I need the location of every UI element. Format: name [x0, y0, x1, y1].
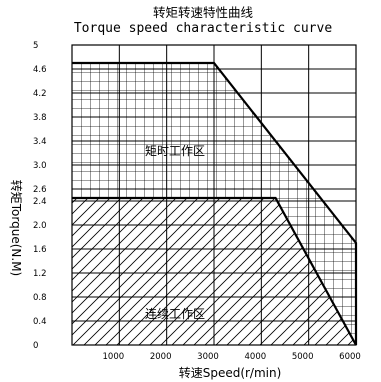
y-tick-label: 4.6: [33, 65, 47, 75]
x-tick-label: 4000: [245, 352, 267, 362]
y-tick-label: 1.2: [33, 269, 47, 279]
y-tick-label: 3.8: [33, 113, 47, 123]
curve-2: [72, 196, 357, 346]
y-tick-label: 0.8: [33, 293, 47, 303]
y-tick-label: 5: [33, 41, 38, 51]
y-tick-label: 0.4: [33, 317, 47, 327]
region-label-continuous: 连续工作区: [145, 306, 205, 321]
y-tick-label: 2.0: [33, 221, 47, 231]
x-axis-label: 转速Speed(r/min): [179, 365, 282, 380]
x-tick-labels: 1000 2000 3000 4000 5000 6000: [103, 352, 361, 362]
region-label-peak: 矩时工作区: [145, 144, 205, 158]
y-tick-label: 0: [33, 341, 38, 351]
x-tick-label: 3000: [197, 352, 219, 362]
y-tick-label: 2.4: [33, 197, 47, 207]
y-tick-label: 2.6: [33, 185, 47, 195]
y-tick-label: 4.2: [33, 89, 47, 99]
chart-grid: [72, 45, 356, 345]
y-tick-label: 3.0: [33, 161, 47, 171]
plot-frame: [71, 44, 357, 346]
chart-subtitle: Torque speed characteristic curve: [74, 21, 332, 36]
x-tick-label: 1000: [103, 352, 125, 362]
y-tick-labels: 0 0.4 0.8 1.2 1.6 2.0 2.4 2.6 3.0 3.4 3.8 4.2 4.6 5: [33, 41, 47, 351]
y-axis-label: 转矩Torque(N.M): [9, 180, 24, 276]
y-tick-label: 3.4: [33, 137, 47, 147]
y-tick-label: 1.6: [33, 245, 47, 255]
chart-title: 转矩转速特性曲线: [153, 5, 254, 20]
x-tick-label: 6000: [339, 352, 361, 362]
x-tick-label: 5000: [292, 352, 314, 362]
x-tick-label: 2000: [150, 352, 172, 362]
